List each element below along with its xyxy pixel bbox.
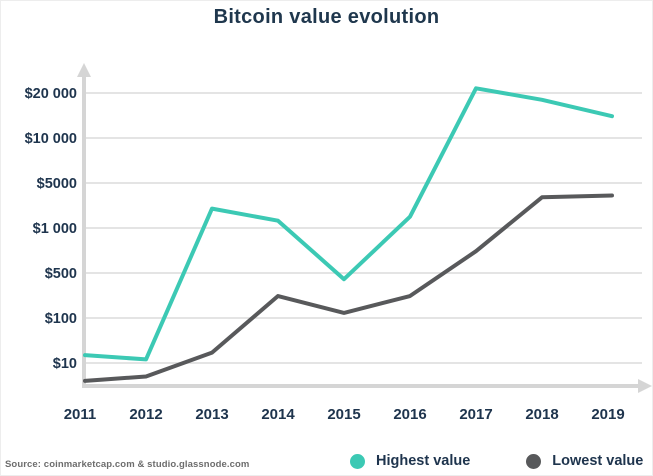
x-tick-label: 2018: [525, 406, 558, 423]
series-line-highest-value: [83, 86, 614, 362]
legend-dot-highest-icon: [350, 453, 365, 469]
legend-item-lowest: Lowest value: [526, 453, 643, 469]
source-note: Source: coinmarketcap.com & studio.glass…: [5, 459, 250, 470]
series-line-lowest-value: [83, 193, 614, 383]
x-tick-label: 2019: [591, 406, 624, 423]
y-tick-label: $10 000: [25, 131, 77, 147]
x-tick-label: 2013: [195, 406, 228, 423]
x-tick-label: 2016: [393, 406, 426, 423]
x-tick-label: 2015: [327, 406, 360, 423]
y-tick-label: $500: [45, 266, 77, 282]
y-tick-label: $10: [53, 356, 77, 372]
x-tick-label: 2012: [129, 406, 162, 423]
x-axis-arrowhead-icon: [638, 379, 652, 393]
y-axis-arrowhead-icon: [77, 63, 91, 77]
y-tick-label: $1 000: [33, 221, 77, 237]
y-tick-label: $5000: [37, 176, 77, 192]
legend-label-lowest: Lowest value: [552, 453, 644, 469]
x-tick-label: 2011: [64, 406, 97, 423]
legend-item-highest: Highest value: [350, 453, 470, 469]
chart-title: Bitcoin value evolution: [213, 6, 440, 28]
y-tick-label: $20 000: [25, 86, 77, 102]
x-tick-label: 2017: [459, 406, 492, 423]
y-tick-label: $100: [45, 311, 77, 327]
legend-dot-lowest-icon: [526, 453, 542, 469]
legend: Highest value Lowest value: [350, 453, 643, 469]
legend-label-highest: Highest value: [376, 453, 471, 469]
x-tick-label: 2014: [261, 406, 295, 423]
